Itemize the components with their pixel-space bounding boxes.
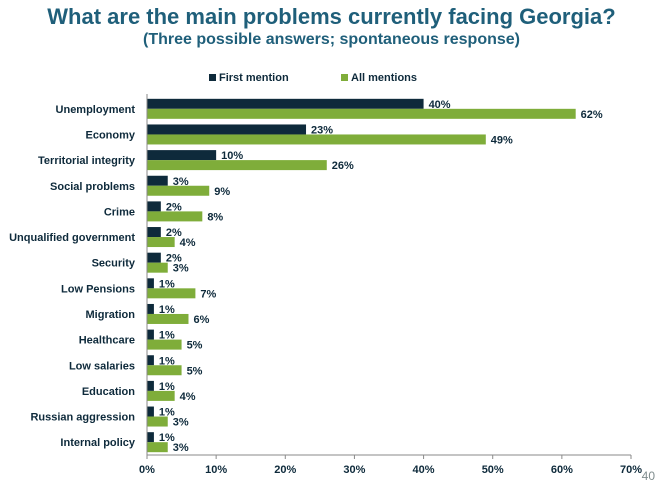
bar-first-mention (147, 98, 424, 109)
page-number: 40 (641, 469, 655, 483)
bar-all-mentions (147, 416, 168, 427)
legend-label-first: First mention (219, 72, 289, 84)
data-label-all: 26% (332, 160, 354, 172)
category-label: Economy (85, 129, 135, 141)
category-label: Low salaries (69, 360, 135, 372)
chart-title: What are the main problems currently fac… (47, 4, 616, 29)
bar-all-mentions (147, 108, 576, 119)
bar-all-mentions (147, 365, 182, 376)
chart-subtitle: (Three possible answers; spontaneous res… (143, 31, 520, 48)
data-label-all: 6% (193, 314, 209, 326)
bar-first-mention (147, 355, 154, 366)
category-label: Healthcare (79, 335, 135, 347)
bar-first-mention (147, 175, 168, 186)
x-tick-label: 30% (343, 464, 365, 476)
category-label: Territorial integrity (38, 155, 136, 167)
bar-all-mentions (147, 160, 327, 171)
bar-first-mention (147, 303, 154, 314)
bar-all-mentions (147, 313, 189, 324)
data-label-all: 3% (173, 417, 189, 429)
bar-first-mention (147, 124, 307, 135)
legend-swatch-first (209, 74, 216, 81)
data-label-all: 49% (491, 134, 513, 146)
data-label-all: 7% (200, 288, 216, 300)
category-label: Unemployment (56, 104, 136, 116)
data-label-first: 1% (159, 330, 175, 342)
data-label-first: 10% (221, 150, 243, 162)
bar-all-mentions (147, 390, 175, 401)
x-tick-label: 20% (274, 464, 296, 476)
category-label: Unqualified government (9, 232, 135, 244)
bar-first-mention (147, 380, 154, 391)
x-tick-label: 50% (482, 464, 504, 476)
data-label-first: 2% (166, 253, 182, 265)
data-label-all: 5% (187, 365, 203, 377)
data-label-all: 62% (581, 109, 603, 121)
bar-first-mention (147, 329, 154, 340)
data-label-first: 1% (159, 355, 175, 367)
category-label: Security (92, 258, 136, 270)
data-label-all: 3% (173, 263, 189, 275)
data-label-first: 1% (159, 381, 175, 393)
bar-first-mention (147, 406, 154, 417)
category-label: Low Pensions (61, 283, 135, 295)
x-tick-label: 70% (620, 464, 642, 476)
bar-all-mentions (147, 237, 175, 248)
category-label: Crime (104, 206, 135, 218)
data-label-all: 5% (187, 340, 203, 352)
data-label-first: 1% (159, 278, 175, 290)
legend-label-all: All mentions (351, 72, 417, 84)
data-label-first: 23% (311, 124, 333, 136)
data-label-all: 4% (180, 237, 196, 249)
legend-swatch-all (341, 74, 348, 81)
data-label-first: 2% (166, 227, 182, 239)
bar-all-mentions (147, 442, 168, 453)
x-tick-label: 60% (551, 464, 573, 476)
bar-first-mention (147, 150, 217, 161)
data-label-all: 8% (207, 211, 223, 223)
bar-all-mentions (147, 185, 210, 196)
bar-first-mention (147, 227, 161, 238)
bar-all-mentions (147, 211, 203, 222)
bar-first-mention (147, 201, 161, 212)
bar-first-mention (147, 278, 154, 289)
category-label: Russian aggression (30, 412, 135, 424)
data-label-first: 3% (173, 176, 189, 188)
bar-all-mentions (147, 134, 486, 145)
x-tick-label: 10% (205, 464, 227, 476)
x-tick-label: 40% (413, 464, 435, 476)
category-label: Migration (86, 309, 136, 321)
category-label: Social problems (50, 181, 135, 193)
data-label-first: 40% (429, 99, 451, 111)
category-label: Internal policy (60, 437, 135, 449)
data-label-all: 3% (173, 442, 189, 454)
x-tick-label: 0% (139, 464, 155, 476)
data-label-first: 1% (159, 304, 175, 316)
data-label-first: 1% (159, 407, 175, 419)
bar-all-mentions (147, 262, 168, 273)
data-label-all: 4% (180, 391, 196, 403)
category-label: Education (82, 386, 135, 398)
bar-first-mention (147, 432, 154, 443)
bar-first-mention (147, 252, 161, 263)
data-label-first: 2% (166, 201, 182, 213)
data-label-all: 9% (214, 186, 230, 198)
bar-all-mentions (147, 288, 196, 299)
data-label-first: 1% (159, 432, 175, 444)
bar-all-mentions (147, 339, 182, 350)
